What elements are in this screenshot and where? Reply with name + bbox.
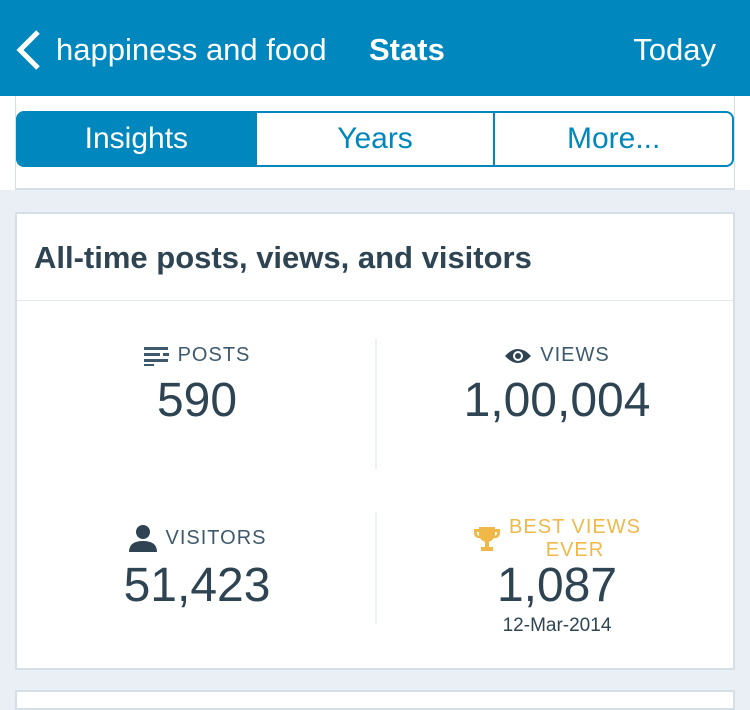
- segmented-control: Insights Years More...: [16, 111, 734, 167]
- views-stat: VIEWS 1,00,004: [377, 344, 737, 428]
- best-views-label: BEST VIEWS: [509, 516, 641, 538]
- visitors-value: 51,423: [123, 559, 271, 612]
- tab-more[interactable]: More...: [493, 113, 732, 165]
- posts-label: POSTS: [177, 344, 251, 366]
- tab-insights[interactable]: Insights: [18, 113, 255, 165]
- tab-years[interactable]: Years: [254, 113, 494, 165]
- next-card: [15, 690, 735, 710]
- all-time-card: All-time posts, views, and visitors POST…: [15, 212, 735, 670]
- eye-icon: [505, 348, 532, 363]
- trophy-icon: [474, 527, 501, 551]
- best-views-value: 1,087: [496, 559, 618, 612]
- page-title: Stats: [369, 32, 445, 67]
- today-button[interactable]: Today: [633, 32, 716, 67]
- visitors-label: VISITORS: [165, 526, 267, 549]
- best-views-label-ever: EVER: [545, 539, 605, 561]
- posts-icon: [143, 346, 169, 366]
- back-button-site-name[interactable]: happiness and food: [56, 32, 327, 67]
- best-views-date: 12-Mar-2014: [502, 615, 612, 636]
- views-value: 1,00,004: [463, 374, 651, 427]
- best-views-stat: BEST VIEWS EVER 1,087 12-Mar-2014: [377, 516, 737, 637]
- person-icon: [128, 525, 157, 552]
- card-title: All-time posts, views, and visitors: [17, 214, 733, 301]
- posts-value: 590: [156, 374, 238, 427]
- divider: [375, 339, 377, 469]
- divider: [375, 512, 377, 624]
- back-chevron-icon[interactable]: [14, 28, 44, 72]
- visitors-stat: VISITORS 51,423: [17, 524, 377, 613]
- posts-stat: POSTS 590: [17, 344, 377, 428]
- nav-bar: happiness and food Stats Today: [0, 0, 750, 96]
- views-label: VIEWS: [540, 344, 610, 366]
